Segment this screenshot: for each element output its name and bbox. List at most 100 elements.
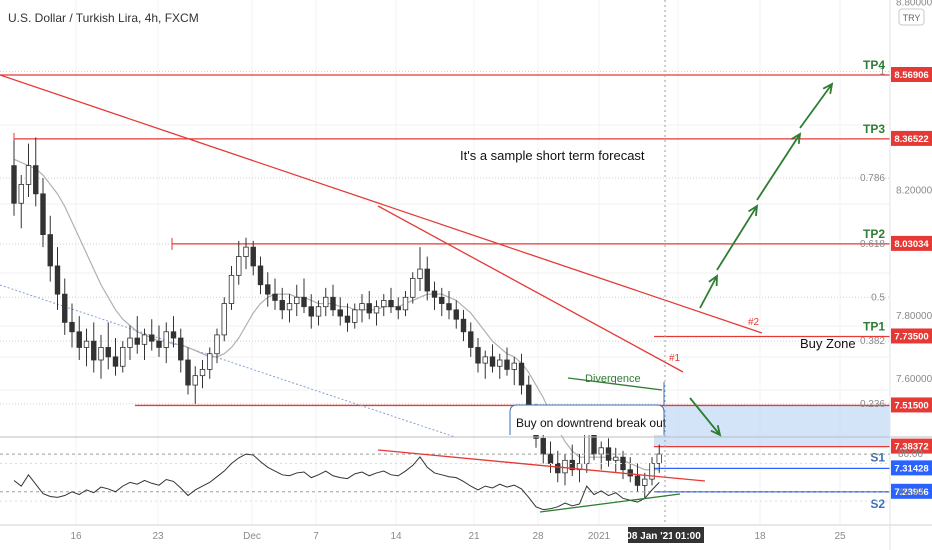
candle-body	[453, 309, 459, 320]
candle-body	[250, 246, 256, 267]
candle-body	[598, 447, 604, 455]
candle-body	[395, 306, 401, 311]
candle-body	[642, 478, 648, 486]
sr-price-tag	[891, 483, 932, 499]
time-tick-label: 21	[468, 531, 480, 542]
target-price-text: 7.73500	[894, 331, 928, 342]
candle-body	[243, 246, 249, 257]
candle-body	[323, 296, 329, 308]
candle-body	[98, 347, 104, 361]
price-axis[interactable]: 1.23610.7860.6180.50.3820.2368.800008.20…	[860, 0, 932, 511]
candle-body	[141, 334, 148, 345]
target-price-tag	[891, 235, 932, 251]
target-price-text: 8.36522	[894, 134, 928, 145]
candle-body	[337, 309, 343, 317]
forecast-arrow-head	[708, 274, 718, 287]
candle-body	[294, 296, 300, 304]
candle-body	[221, 303, 227, 336]
rsi-line	[13, 453, 660, 511]
candle-body	[417, 268, 423, 279]
candle-body	[192, 375, 198, 386]
forecast-arrow-head	[822, 82, 834, 95]
rsi-panel[interactable]: 80.00 40.00	[0, 449, 923, 513]
target-price-tag	[891, 130, 932, 146]
candle-body	[185, 359, 191, 386]
sr-price-text: 7.31428	[894, 463, 928, 474]
rsi-resistance-line	[377, 449, 706, 482]
target-label: TP4	[863, 58, 885, 72]
date-cursor-tag	[628, 527, 672, 543]
price-tick-label: 8.20000	[896, 186, 932, 197]
sr-price-tag	[891, 438, 932, 454]
candle-body	[634, 475, 641, 486]
candle-body	[47, 234, 53, 267]
forecast-arrow-head	[710, 425, 722, 437]
target-price-tag	[891, 328, 932, 344]
mark-1-label: #1	[669, 353, 681, 364]
time-axis[interactable]: 16 23 Dec 7 14 21 28 2021 08 Jan '21 01:00 18 25	[70, 527, 846, 543]
candle-body	[402, 296, 409, 311]
fib-ratio-label: 0.5	[871, 292, 885, 303]
candle-body	[410, 278, 416, 298]
candle-body	[344, 315, 351, 323]
candle-body	[366, 303, 372, 314]
fib-ratio-label: 0.236	[860, 399, 885, 410]
candle-body	[127, 337, 133, 348]
target-label: TP2	[863, 227, 885, 241]
candle-body	[163, 331, 169, 348]
forecast-arrows	[689, 82, 834, 437]
sr-price-text: 7.23956	[894, 487, 928, 498]
divergence-line-price	[567, 377, 663, 391]
candle-body	[199, 368, 206, 377]
candle-body	[207, 353, 213, 370]
forecast-arrow-line	[756, 133, 801, 201]
buy-zone-label: Buy Zone	[800, 336, 856, 351]
candle-body	[446, 303, 452, 311]
time-cursor-tag	[672, 527, 704, 543]
candle-body	[228, 274, 235, 304]
candle-body	[301, 296, 307, 308]
candle-body	[555, 463, 561, 474]
divergence-label: Divergence	[585, 373, 641, 385]
candle-body	[315, 306, 322, 317]
candlesticks	[11, 137, 662, 498]
candle-body	[134, 337, 140, 345]
forecast-arrow-line	[699, 275, 718, 309]
sr-price-tag	[891, 460, 932, 476]
target-label: TP3	[863, 122, 885, 136]
forecast-arrow-line	[716, 205, 758, 271]
candle-body	[54, 265, 61, 295]
candle-body	[156, 340, 162, 348]
candle-body	[91, 340, 97, 361]
currency-badge-label: TRY	[903, 13, 921, 23]
time-tick-label: 18	[754, 531, 766, 542]
candle-body	[656, 453, 662, 464]
currency-badge[interactable]: TRY	[898, 8, 925, 26]
candle-body	[178, 337, 184, 361]
symbol-title: U.S. Dollar / Turkish Lira, 4h, FXCM	[8, 11, 199, 25]
target-label: TP1	[863, 319, 885, 333]
time-tick-label: 14	[390, 531, 402, 542]
candle-body	[83, 340, 90, 348]
support-label: S1	[870, 450, 885, 464]
candle-body	[76, 331, 82, 348]
candle-body	[439, 296, 445, 304]
time-tick-label: 16	[70, 531, 82, 542]
candle-body	[424, 268, 430, 292]
candle-body	[257, 265, 264, 286]
time-tick-label: 28	[532, 531, 544, 542]
candle-body	[540, 437, 546, 455]
support-label: S2	[870, 497, 885, 511]
candle-body	[286, 303, 293, 311]
time-tick-label: 25	[834, 531, 846, 542]
fib-ratio-label: 0.786	[860, 173, 885, 184]
candle-body	[460, 318, 467, 333]
candle-body	[33, 165, 39, 195]
price-tick-label: 7.60000	[896, 374, 932, 385]
candle-body	[18, 184, 24, 204]
forecast-arrow-line	[799, 83, 833, 129]
candle-body	[112, 356, 119, 367]
time-tick-label: Dec	[243, 531, 261, 542]
candle-body	[482, 356, 488, 364]
